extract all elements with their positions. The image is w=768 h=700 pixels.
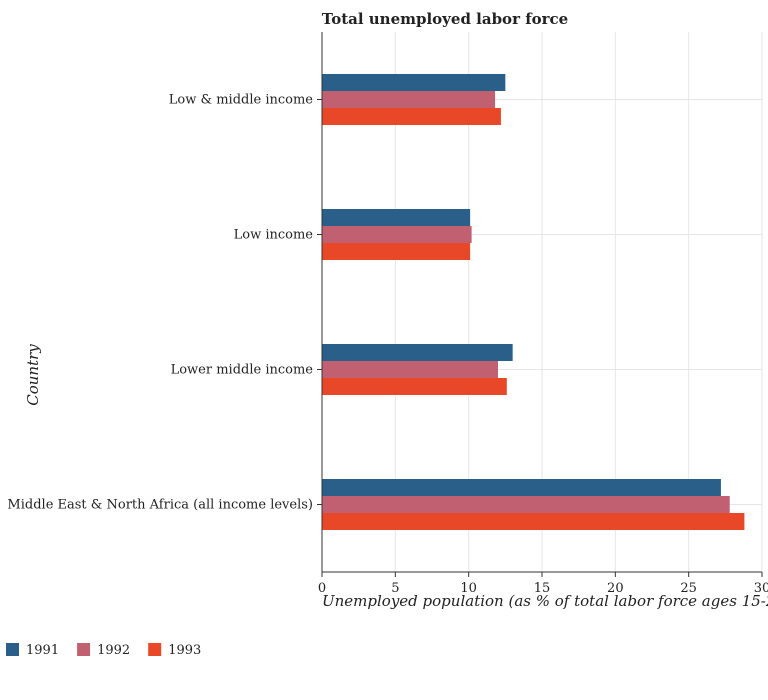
- y-tick-label: Low income: [234, 228, 314, 243]
- bars: [322, 74, 745, 530]
- y-tick-label: Low & middle income: [169, 93, 314, 108]
- bar-1991-1: [322, 209, 471, 226]
- legend-swatch-1991: [6, 643, 19, 656]
- bar-1993-3: [322, 513, 745, 530]
- legend-label-1993: 1993: [168, 643, 201, 658]
- x-tick-labels: 0 5 10 15 20 25 30: [318, 581, 768, 596]
- y-tick-label: Middle East & North Africa (all income l…: [7, 498, 313, 513]
- bar-1992-2: [322, 361, 498, 378]
- bar-1991-3: [322, 479, 721, 496]
- bar-1993-0: [322, 108, 501, 125]
- legend-label-1991: 1991: [26, 643, 59, 658]
- x-tick-label-5: 5: [391, 581, 399, 596]
- legend-label-1992: 1992: [97, 643, 130, 658]
- x-tick-label-15: 15: [534, 581, 551, 596]
- chart-title: Total unemployed labor force: [322, 10, 568, 28]
- x-tick-label-10: 10: [460, 581, 477, 596]
- bar-1993-1: [322, 243, 471, 260]
- x-axis-label: Unemployed population (as % of total lab…: [322, 592, 768, 610]
- legend-swatch-1992: [77, 643, 91, 656]
- x-tick-label-25: 25: [680, 581, 697, 596]
- bar-1991-2: [322, 344, 513, 361]
- legend: 1991 1992 1993: [6, 643, 201, 658]
- y-tick-labels: Low & middle income Low income Lower middl…: [7, 93, 313, 513]
- axes: [317, 32, 763, 577]
- legend-swatch-1993: [148, 643, 162, 656]
- x-tick-label-20: 20: [607, 581, 624, 596]
- bar-1991-0: [322, 74, 506, 91]
- bar-1992-1: [322, 226, 472, 243]
- bar-1992-3: [322, 496, 730, 513]
- y-axis-label: Country: [24, 344, 42, 406]
- bar-1993-2: [322, 378, 507, 395]
- x-tick-label-30: 30: [754, 581, 768, 596]
- x-tick-label-0: 0: [318, 581, 326, 596]
- bar-1992-0: [322, 91, 496, 108]
- y-tick-label: Lower middle income: [171, 363, 314, 378]
